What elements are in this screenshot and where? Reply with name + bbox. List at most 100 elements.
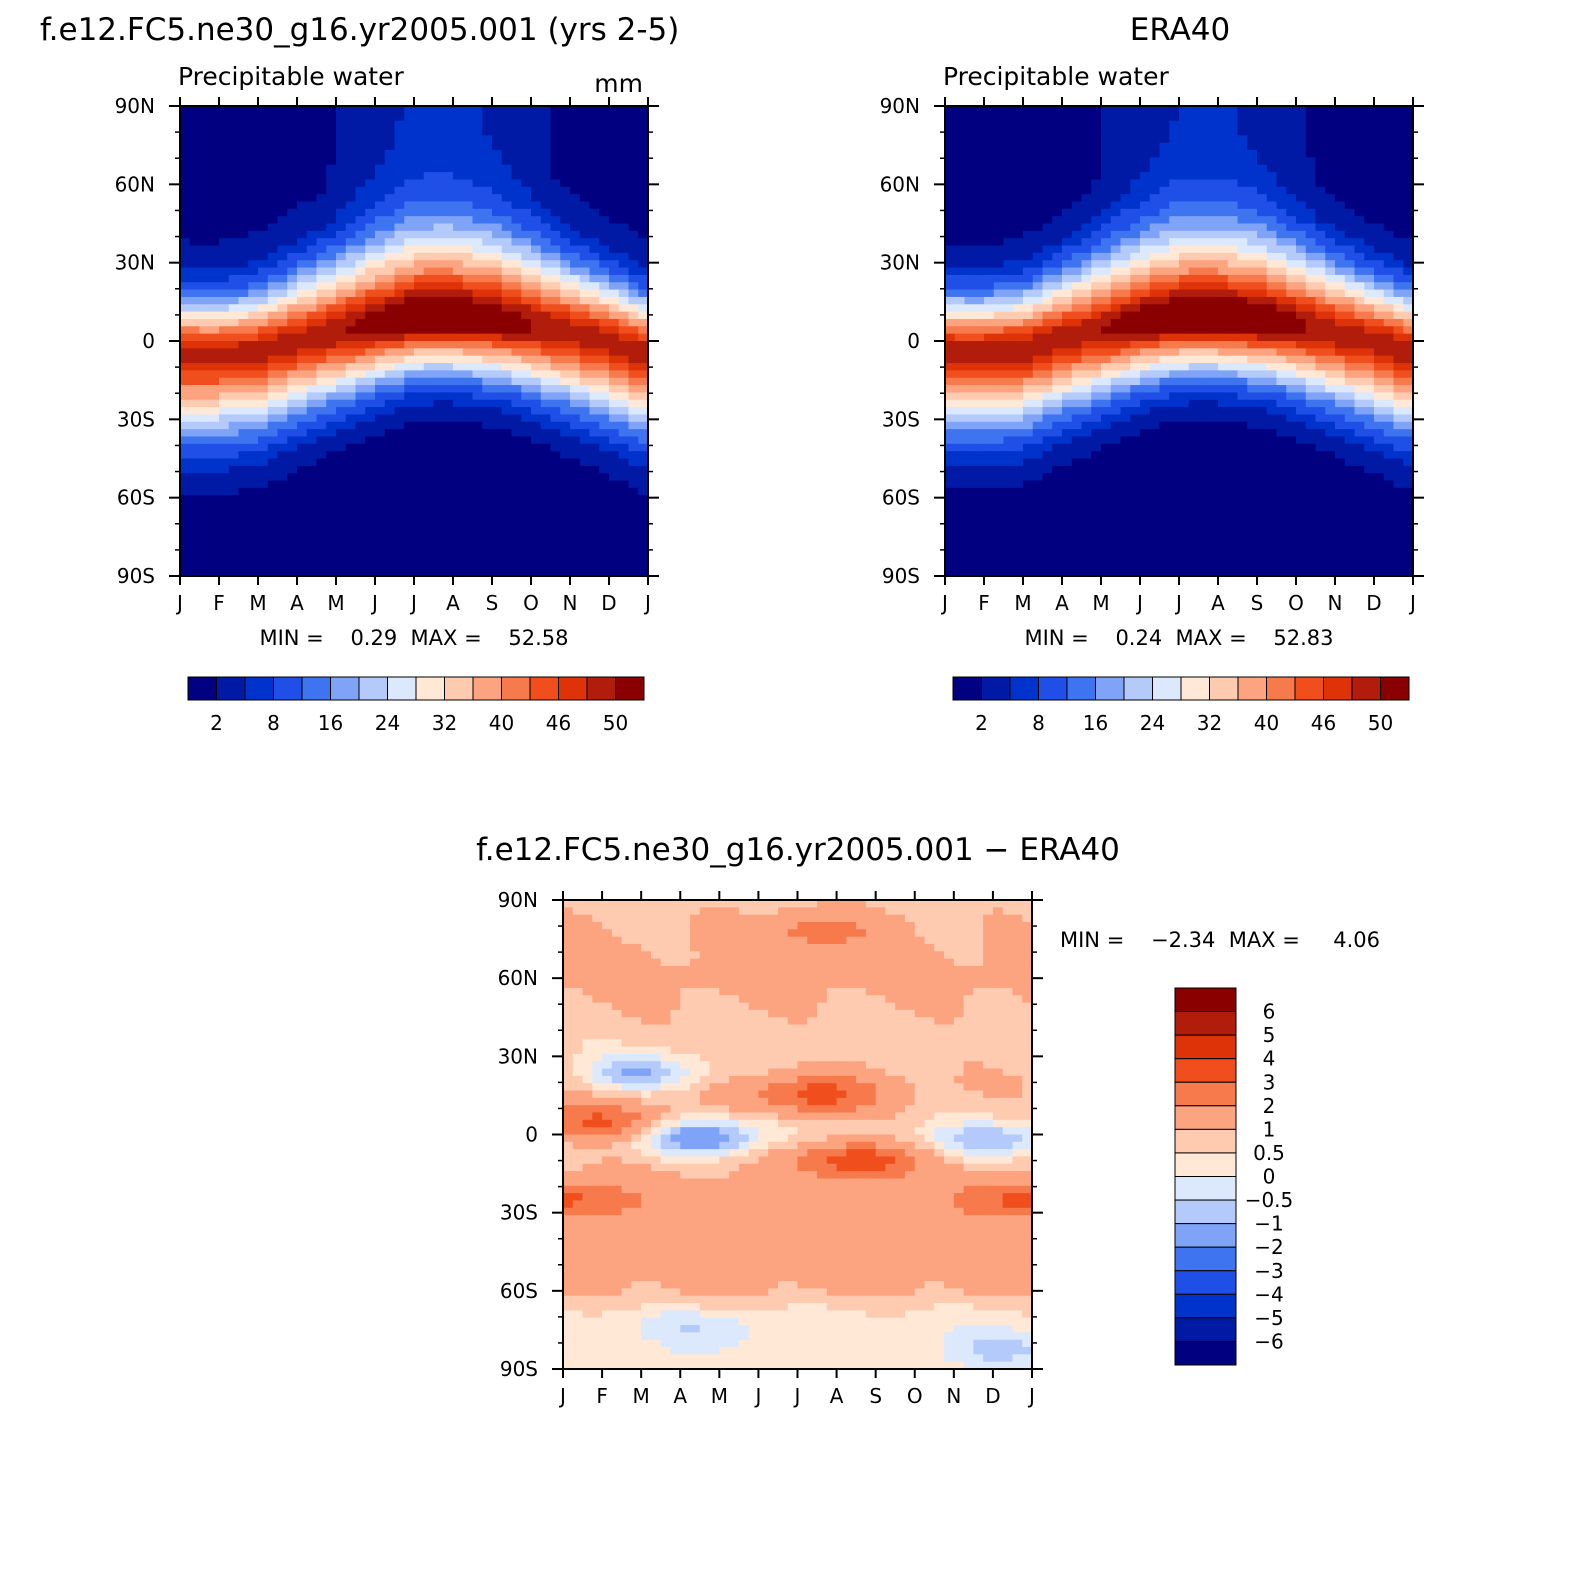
model-field-cell <box>297 553 308 562</box>
model-field-cell <box>345 370 357 379</box>
model-field-cell <box>511 135 522 144</box>
model-field-cell <box>297 157 308 166</box>
model-field-cell <box>423 128 435 136</box>
era40-field-cell <box>1081 296 1092 305</box>
model-field-cell <box>521 223 532 232</box>
model-field-cell <box>453 186 464 195</box>
model-field-cell <box>336 260 347 269</box>
model-field-cell <box>570 194 581 203</box>
era40-field-cell <box>1237 208 1248 217</box>
model-field-cell <box>248 392 259 401</box>
model-field-cell <box>599 296 610 305</box>
model-field-cell <box>453 568 464 577</box>
model-field-cell <box>521 142 532 151</box>
model-field-cell <box>355 296 366 305</box>
model-field-cell <box>560 326 571 335</box>
model-field-cell <box>579 304 591 313</box>
model-field-cell <box>423 260 435 269</box>
model-field-cell <box>345 238 357 247</box>
model-field-cell <box>287 164 298 173</box>
model-field-cell <box>199 443 210 452</box>
model-field-cell <box>531 289 542 298</box>
model-field-cell <box>423 539 435 548</box>
model-field-cell <box>453 333 464 342</box>
era40-field-cell <box>1305 113 1317 122</box>
model-field-cell <box>618 238 630 247</box>
model-field-cell <box>628 407 639 416</box>
model-field-cell <box>287 524 298 533</box>
model-field-cell <box>628 238 639 247</box>
model-field-cell <box>297 355 308 364</box>
era40-field-cell <box>1296 274 1307 283</box>
era40-field-cell <box>1247 318 1258 327</box>
model-field-cell <box>365 304 376 313</box>
model-field-cell <box>540 208 552 217</box>
model-field-cell <box>462 487 474 496</box>
model-field-cell <box>228 311 240 320</box>
model-field-cell <box>433 539 444 548</box>
model-field-cell <box>472 223 483 232</box>
era40-field-cell <box>1296 289 1307 298</box>
model-field-cell <box>599 539 610 548</box>
model-field-cell <box>560 451 571 460</box>
era40-field-cell <box>1354 186 1365 195</box>
model-field-cell <box>180 128 191 136</box>
era40-field-cell <box>1237 186 1248 195</box>
model-field-cell <box>482 230 493 239</box>
era40-field-cell <box>1032 142 1044 151</box>
model-field-cell <box>326 120 337 129</box>
era40-field-cell <box>1179 260 1190 269</box>
model-field-cell <box>336 509 347 518</box>
era40-field-cell <box>1042 201 1053 210</box>
model-field-cell <box>248 311 259 320</box>
era40-field-cell <box>1354 230 1365 239</box>
model-field-cell <box>599 568 610 577</box>
model-colorbar-swatch <box>444 676 474 701</box>
model-field-cell <box>550 473 561 482</box>
model-field-cell <box>326 326 337 335</box>
era40-field-cell <box>1003 150 1014 158</box>
era40-field-cell <box>1208 274 1219 283</box>
era40-field-cell <box>954 274 966 283</box>
model-field-cell <box>326 399 337 408</box>
model-field-cell <box>550 172 561 181</box>
model-field-cell <box>462 245 474 254</box>
era40-field-cell <box>1179 326 1190 335</box>
model-field-cell <box>521 546 532 555</box>
model-field-cell <box>355 355 366 364</box>
era40-field-cell <box>1081 377 1092 386</box>
era40-field-cell <box>1130 172 1141 181</box>
model-field-cell <box>570 157 581 166</box>
era40-field-cell <box>1335 311 1346 320</box>
model-field-cell <box>540 341 552 349</box>
era40-field-cell <box>1159 179 1170 188</box>
model-field-cell <box>492 157 503 166</box>
model-field-cell <box>180 495 191 504</box>
model-field-cell <box>219 531 230 540</box>
model-field-cell <box>384 553 396 562</box>
model-field-cell <box>277 318 288 327</box>
model-field-cell <box>423 113 435 122</box>
model-field-cell <box>306 377 318 386</box>
model-field-cell <box>267 304 279 313</box>
era40-field-cell <box>993 296 1005 305</box>
model-field-cell <box>306 399 318 408</box>
model-field-cell <box>316 201 327 210</box>
model-field-cell <box>316 487 327 496</box>
model-field-cell <box>365 568 376 577</box>
era40-field-cell <box>1169 208 1180 217</box>
model-field-cell <box>609 120 620 129</box>
era40-field-cell <box>1393 370 1404 379</box>
model-field-cell <box>511 451 522 460</box>
model-field-cell <box>453 531 464 540</box>
era40-field-cell <box>1071 186 1083 195</box>
model-field-cell <box>209 194 220 203</box>
era40-field-cell <box>1159 120 1170 129</box>
era40-field-cell <box>954 216 966 225</box>
era40-field-cell <box>974 333 985 342</box>
era40-field-cell <box>1354 172 1365 181</box>
era40-field-cell <box>1325 260 1336 269</box>
model-field-cell <box>414 502 425 511</box>
era40-field-cell <box>1071 326 1083 335</box>
era40-field-cell <box>1296 113 1307 122</box>
